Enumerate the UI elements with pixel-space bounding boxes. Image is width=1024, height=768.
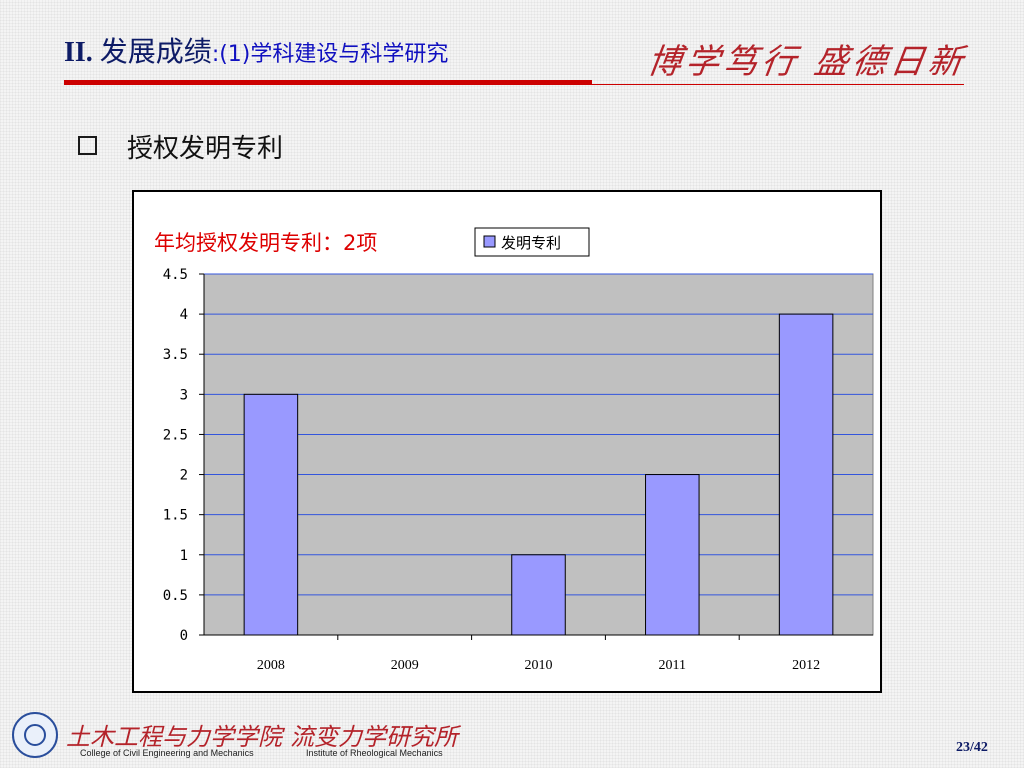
section-heading: 授权发明专利 bbox=[127, 134, 284, 164]
bar-2011 bbox=[645, 474, 700, 636]
title-main-text: 发展成绩 bbox=[99, 37, 212, 68]
x-tick-label: 2009 bbox=[391, 658, 419, 673]
y-tick-label: 0 bbox=[180, 628, 188, 644]
y-tick-label: 3.5 bbox=[163, 347, 188, 363]
y-tick-label: 4.5 bbox=[163, 267, 188, 283]
header-red-line bbox=[592, 84, 964, 85]
y-tick-label: 1 bbox=[180, 548, 188, 564]
bar-2012 bbox=[778, 313, 834, 636]
slide-title: II. 发展成绩:(1)学科建设与科学研究 bbox=[64, 30, 448, 70]
title-subtitle: :(1)学科建设与科学研究 bbox=[211, 42, 449, 67]
legend-label: 发明专利 bbox=[501, 234, 561, 252]
page-number: 23/42 bbox=[956, 740, 988, 755]
x-tick-label: 2012 bbox=[792, 658, 820, 673]
chart-frame: 0 0.5 1 1.5 2 2.5 3 3.5 4 4.5 2008 2009 2010 2011 2012… bbox=[132, 190, 882, 693]
college-name-en: College of Civil Engineering and Mechani… bbox=[80, 748, 254, 758]
y-tick-label: 4 bbox=[180, 307, 188, 323]
y-tick-label: 0.5 bbox=[163, 588, 188, 604]
institute-name-cn: 流变力学研究所 bbox=[290, 723, 458, 751]
bar-2008 bbox=[243, 393, 299, 636]
y-tick-label: 3 bbox=[180, 387, 188, 403]
y-tick-label: 1.5 bbox=[163, 508, 188, 524]
legend-swatch bbox=[483, 235, 496, 248]
y-tick-label: 2.5 bbox=[163, 427, 188, 443]
header-red-bar bbox=[64, 80, 592, 85]
institute-name-en: Institute of Rheological Mechanics bbox=[306, 748, 443, 758]
university-seal-logo bbox=[12, 712, 58, 758]
title-roman: II. bbox=[64, 37, 93, 68]
college-name-cn: 土木工程与力学学院 bbox=[66, 723, 282, 751]
x-tick-label: 2011 bbox=[659, 658, 686, 673]
calligraphy-motto: 博学笃行 盛德日新 bbox=[644, 42, 970, 82]
bar-chart: 0 0.5 1 1.5 2 2.5 3 3.5 4 4.5 2008 2009 2010 2011 2012… bbox=[154, 227, 874, 673]
bar-2010 bbox=[511, 554, 566, 636]
x-tick-label: 2008 bbox=[257, 658, 285, 673]
y-tick-label: 2 bbox=[180, 468, 188, 484]
bullet-square-icon bbox=[78, 136, 97, 155]
x-tick-label: 2010 bbox=[525, 658, 553, 673]
chart-annotation: 年均授权发明专利：2项 bbox=[154, 231, 377, 255]
